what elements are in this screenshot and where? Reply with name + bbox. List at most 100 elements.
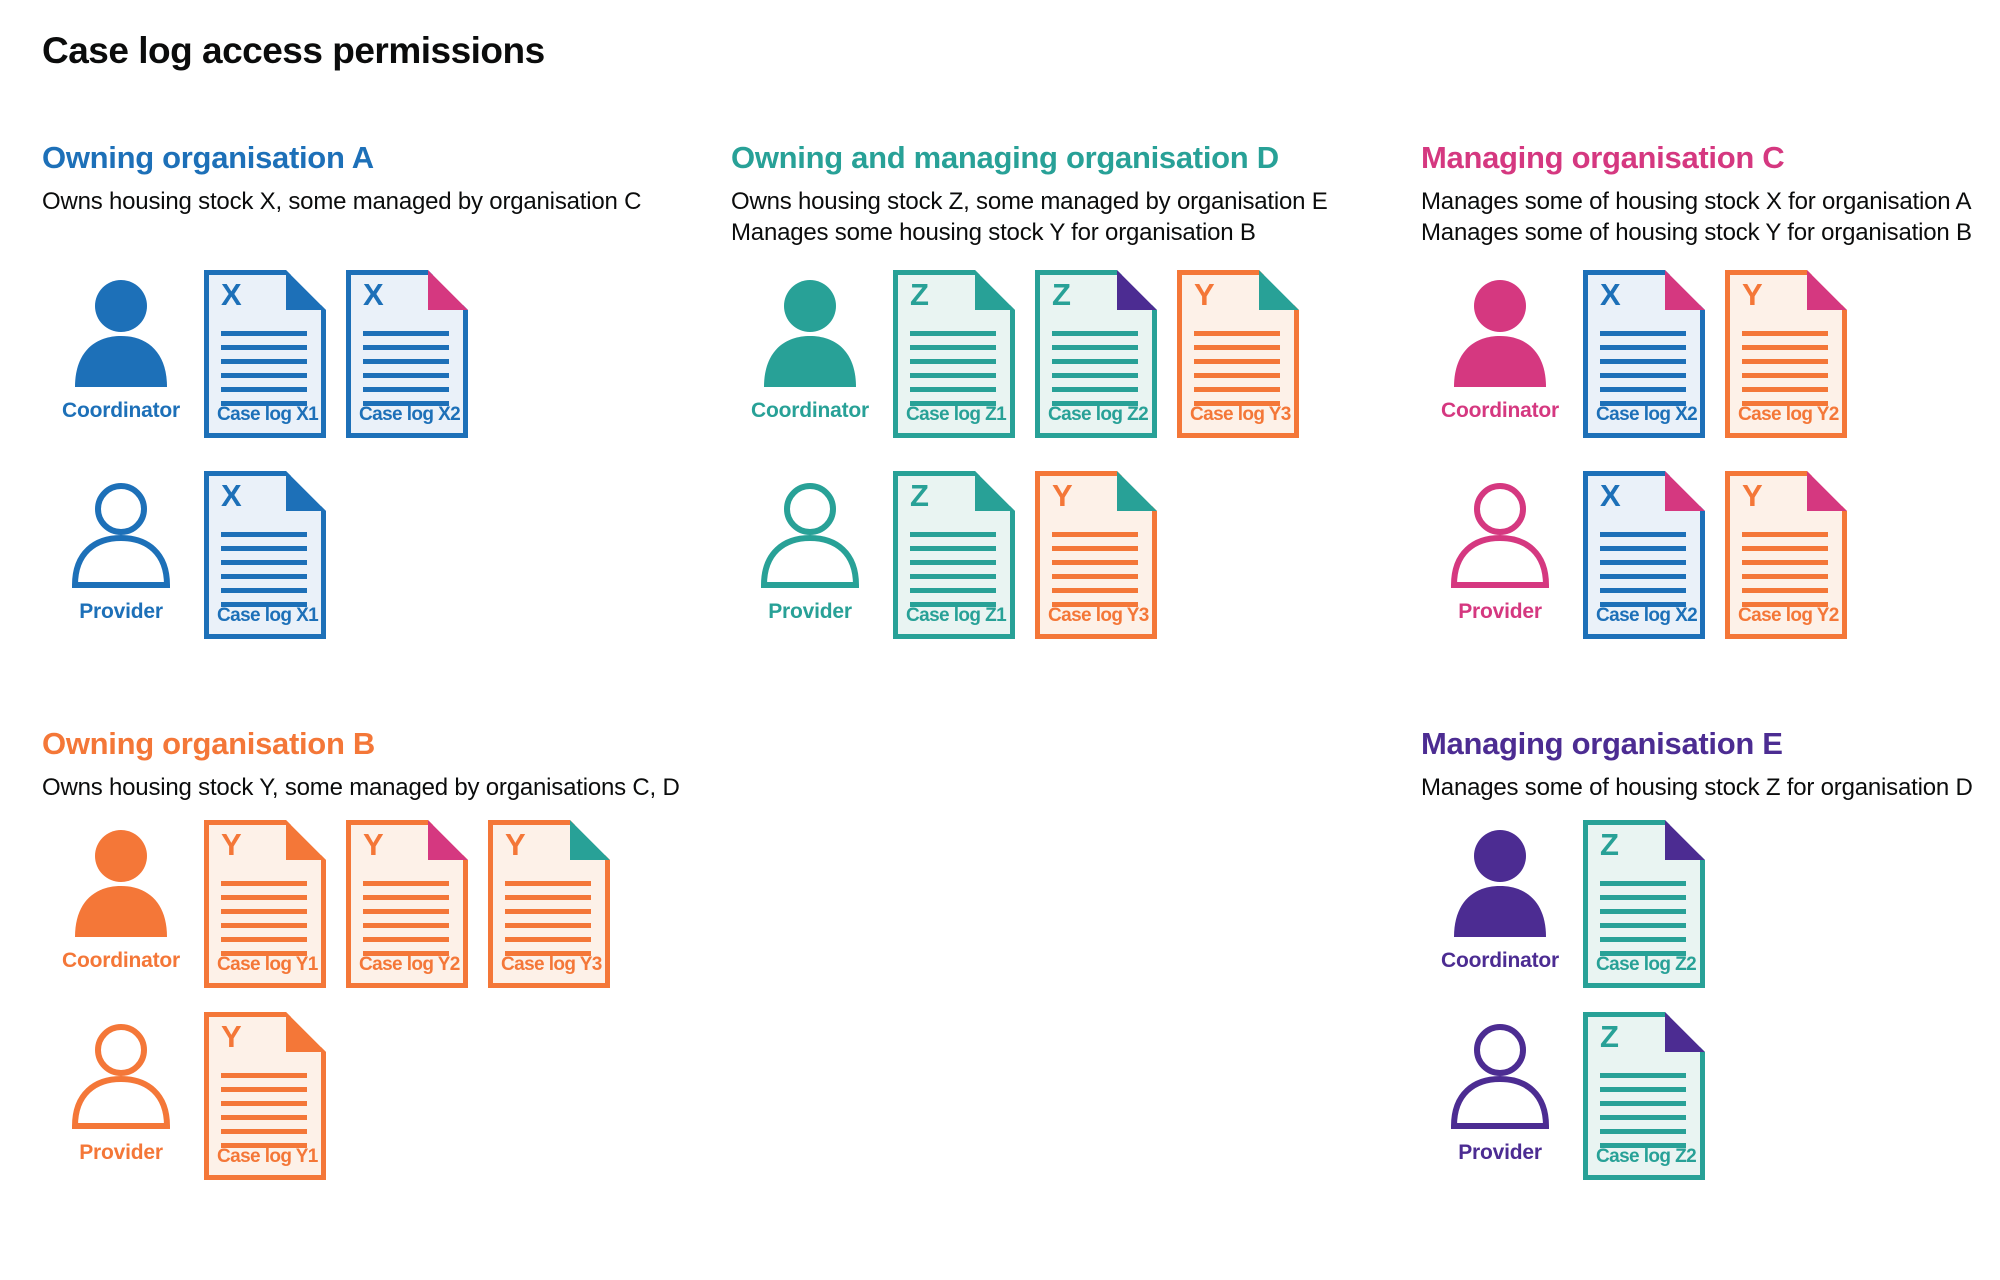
- case-log-document: Y Case log Y2: [1725, 471, 1847, 639]
- document-text-line: [1052, 588, 1138, 593]
- person-coordinator: Coordinator: [731, 270, 889, 423]
- document-text-line: [363, 909, 449, 914]
- document-text-line: [221, 1115, 307, 1120]
- case-log-documents: Z Case log Z1 Y Case log Y3: [893, 471, 1157, 639]
- section-description: Manages some of housing stock X for orga…: [1421, 186, 2000, 258]
- document-text-line: [505, 895, 591, 900]
- document-text-line: [910, 532, 996, 537]
- document-text-line: [221, 359, 307, 364]
- section-managing-organisation-c: Managing organisation C Manages some of h…: [1421, 140, 2000, 672]
- person-outline-icon: [71, 1020, 171, 1132]
- case-log-documents: X Case log X1: [204, 471, 326, 639]
- stock-letter: Z: [1600, 1019, 1619, 1054]
- person-role-label: Coordinator: [62, 399, 180, 422]
- section-owning-organisation-b: Owning organisation B Owns housing stock …: [42, 726, 697, 1204]
- document-text-lines: [1052, 331, 1138, 406]
- document-text-line: [1600, 387, 1686, 392]
- document-text-line: [910, 574, 996, 579]
- document-text-line: [1052, 401, 1138, 406]
- stock-letter: Z: [1052, 277, 1071, 312]
- document-text-line: [1052, 373, 1138, 378]
- document-text-line: [221, 588, 307, 593]
- person-role-label: Provider: [1458, 1141, 1542, 1164]
- folded-corner-icon: [1665, 471, 1705, 511]
- permission-row-provider: Provider Y Case log Y1: [42, 1012, 697, 1180]
- document-text-line: [1052, 560, 1138, 565]
- document-text-line: [1600, 401, 1686, 406]
- document-text-line: [363, 373, 449, 378]
- case-log-document: Y Case log Y1: [204, 1012, 326, 1180]
- document-text-line: [363, 331, 449, 336]
- permission-row-coordinator: Coordinator Z Case log Z1 Z Case log Z2 Y Case…: [731, 270, 1386, 438]
- document-text-line: [1600, 574, 1686, 579]
- document-text-line: [221, 1101, 307, 1106]
- document-text-line: [1742, 602, 1828, 607]
- person-filled-icon: [1450, 278, 1550, 390]
- document-text-line: [1742, 546, 1828, 551]
- case-log-document: X Case log X2: [1583, 270, 1705, 438]
- section-heading: Owning organisation A: [42, 140, 374, 175]
- document-text-lines: [221, 1073, 307, 1148]
- folded-corner-icon: [1665, 820, 1705, 860]
- document-text-line: [363, 951, 449, 956]
- document-text-line: [1052, 574, 1138, 579]
- document-text-line: [910, 331, 996, 336]
- stock-letter: Y: [1742, 478, 1763, 513]
- document-text-line: [1600, 895, 1686, 900]
- person-role-label: Provider: [768, 600, 852, 623]
- case-log-documents: Y Case log Y1 Y Case log Y2 Y Case log Y3: [204, 820, 610, 988]
- document-text-line: [363, 937, 449, 942]
- person-role-label: Coordinator: [1441, 949, 1559, 972]
- case-log-label: Case log Y3: [1190, 404, 1291, 425]
- document-text-lines: [1600, 1073, 1686, 1148]
- person-role-label: Provider: [79, 600, 163, 623]
- document-text-line: [1742, 532, 1828, 537]
- document-text-line: [363, 895, 449, 900]
- document-text-line: [221, 560, 307, 565]
- case-log-documents: X Case log X2 Y Case log Y2: [1583, 270, 1847, 438]
- description-line: Owns housing stock Z, some managed by or…: [731, 188, 1328, 215]
- document-text-line: [1194, 331, 1280, 336]
- section-heading: Owning organisation B: [42, 726, 375, 761]
- permission-row-provider: Provider Z Case log Z2: [1421, 1012, 2000, 1180]
- permission-row-coordinator: Coordinator Z Case log Z2: [1421, 820, 2000, 988]
- case-log-documents: Z Case log Z2: [1583, 1012, 1705, 1180]
- document-text-line: [1742, 345, 1828, 350]
- document-text-line: [363, 401, 449, 406]
- folded-corner-icon: [1117, 471, 1157, 511]
- document-text-line: [1052, 359, 1138, 364]
- person-filled-icon: [71, 278, 171, 390]
- document-text-line: [1600, 1101, 1686, 1106]
- folded-corner-icon: [286, 820, 326, 860]
- section-owning-and-managing-organisation-d: Owning and managing organisation D Owns h…: [731, 140, 1386, 672]
- document-text-line: [1600, 1087, 1686, 1092]
- document-text-line: [1742, 359, 1828, 364]
- case-log-documents: Z Case log Z1 Z Case log Z2 Y Case log Y3: [893, 270, 1299, 438]
- permission-row-coordinator: Coordinator X Case log X1 X Case log X2: [42, 270, 697, 438]
- page-title: Case log access permissions: [42, 30, 545, 71]
- document-text-line: [1194, 359, 1280, 364]
- person-provider: Provider: [42, 471, 200, 624]
- document-text-line: [1742, 574, 1828, 579]
- document-text-lines: [505, 881, 591, 956]
- document-text-line: [910, 602, 996, 607]
- person-outline-icon: [760, 479, 860, 591]
- stock-letter: Y: [1052, 478, 1073, 513]
- document-text-line: [1600, 881, 1686, 886]
- document-text-lines: [1194, 331, 1280, 406]
- person-outline-icon: [1450, 479, 1550, 591]
- stock-letter: Y: [363, 827, 384, 862]
- document-text-lines: [1742, 532, 1828, 607]
- document-text-lines: [1600, 532, 1686, 607]
- person-coordinator: Coordinator: [42, 820, 200, 973]
- permission-row-coordinator: Coordinator X Case log X2 Y Case log Y2: [1421, 270, 2000, 438]
- person-provider: Provider: [1421, 1012, 1579, 1165]
- document-text-lines: [1742, 331, 1828, 406]
- case-log-label: Case log X1: [217, 605, 319, 626]
- stock-letter: Y: [505, 827, 526, 862]
- folded-corner-icon: [428, 270, 468, 310]
- document-text-line: [221, 1143, 307, 1148]
- document-text-line: [1052, 345, 1138, 350]
- document-text-line: [221, 546, 307, 551]
- document-text-line: [1600, 532, 1686, 537]
